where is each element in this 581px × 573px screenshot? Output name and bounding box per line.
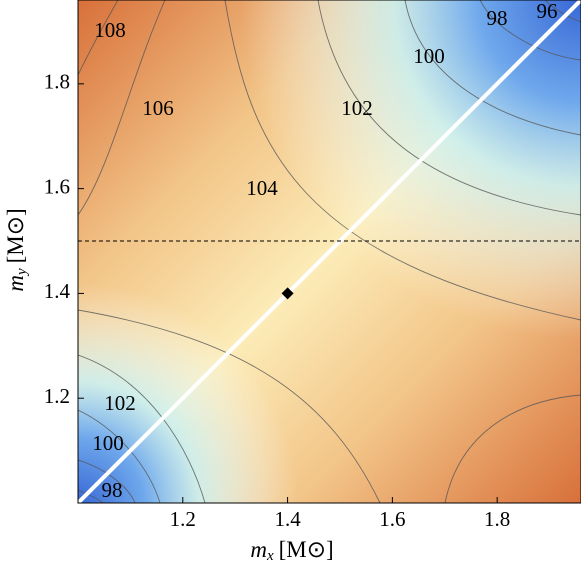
contour-line [479, 0, 581, 61]
contour-line [78, 0, 166, 216]
x-axis-label: mx [M⊙] [250, 537, 333, 564]
contour-line [78, 489, 104, 503]
x-label-symbol: m [250, 537, 267, 562]
plot-area: 108 106 104 102 100 98 96 102 100 98 [78, 0, 581, 503]
contour-line [444, 394, 581, 503]
contour-line [404, 0, 581, 136]
x-label-subscript: x [266, 548, 274, 564]
contour-label: 102 [341, 96, 373, 120]
y-tick-label: 1.8 [44, 70, 70, 94]
y-tick-label: 1.4 [44, 279, 71, 303]
contour-label: 102 [104, 391, 136, 415]
equal-mass-line [78, 0, 581, 503]
y-label-symbol: m [3, 275, 28, 292]
contour-line [224, 0, 581, 321]
contour-line [317, 0, 581, 216]
y-label-subscript: y [14, 268, 30, 277]
y-tick-label: 1.6 [44, 174, 70, 198]
y-tick-label: 1.2 [44, 384, 70, 408]
x-tick-label: 1.6 [379, 507, 405, 531]
contour-label: 98 [487, 6, 508, 30]
contour-label: 104 [246, 176, 278, 200]
contour-line [78, 0, 119, 76]
contour-label: 98 [102, 478, 123, 502]
y-label-unit: [M⊙] [3, 208, 28, 263]
contour-line [78, 459, 136, 503]
contour-line [544, 0, 581, 23]
y-axis-label: my [M⊙] [3, 208, 30, 291]
marker [281, 287, 294, 300]
contour-line [78, 309, 381, 503]
x-label-unit: [M⊙] [279, 537, 334, 562]
contour-label: 108 [94, 18, 126, 42]
contour-label: 100 [92, 431, 124, 455]
x-tick-label: 1.2 [170, 507, 196, 531]
x-tick-label: 1.4 [274, 507, 301, 531]
contour-label: 96 [537, 0, 558, 23]
plot-frame [77, 0, 581, 504]
x-tick-label: 1.8 [484, 507, 510, 531]
contour-label: 106 [142, 96, 174, 120]
contour-label: 100 [413, 44, 445, 68]
